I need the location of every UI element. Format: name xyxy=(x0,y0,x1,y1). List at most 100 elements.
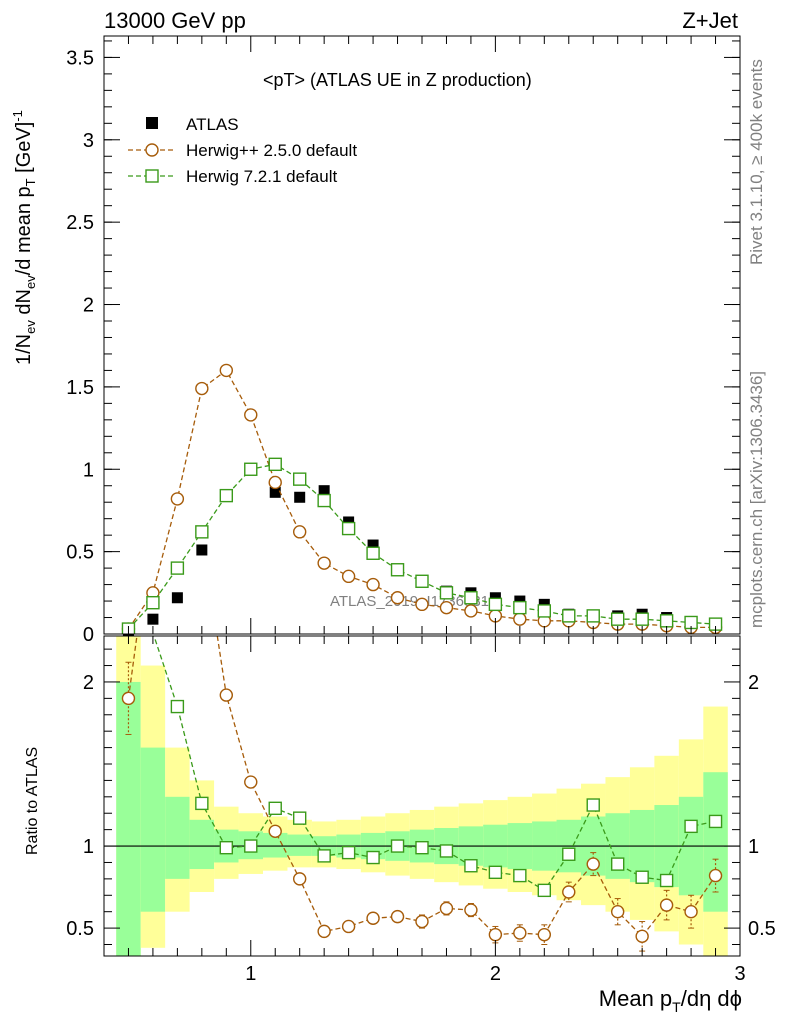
ratio-herwigpp-point xyxy=(708,868,723,883)
ratio-herwigpp-point xyxy=(390,909,405,924)
x-axis-label: Mean pT/dη dϕ xyxy=(599,986,742,1015)
main-herwig7-point xyxy=(292,472,307,486)
header-left: 13000 GeV pp xyxy=(104,8,246,33)
ratio-band-inner xyxy=(165,796,190,879)
ratio-herwig7-point xyxy=(415,840,429,855)
ratio-band-inner xyxy=(703,772,728,912)
ratio-herwig7-point xyxy=(268,801,282,816)
ratio-herwig7-point xyxy=(439,844,454,858)
ratio-y-tick-label-right: 0.5 xyxy=(748,918,776,940)
main-herwig7-point xyxy=(464,591,478,605)
ratio-herwig7-point xyxy=(317,849,331,863)
ratio-y-tick-label-right: 1 xyxy=(748,836,759,858)
atlas-data-point xyxy=(269,486,281,498)
ratio-panel-frame: 0.5 0.5 1 1 2 2 1 2 3 xyxy=(66,635,776,985)
atlas-data-point xyxy=(196,544,208,556)
legend-herwigpp-label: Herwig++ 2.5.0 default xyxy=(186,141,357,160)
atlas-data-point xyxy=(171,592,183,604)
ratio-herwigpp-point xyxy=(464,903,478,917)
main-herwigpp-point xyxy=(268,475,282,490)
main-herwig7-point xyxy=(146,595,160,610)
main-herwig7-point xyxy=(513,600,527,615)
rivet-version-label: Rivet 3.1.10, ≥ 400k events xyxy=(747,59,766,265)
main-herwigpp-point xyxy=(439,600,454,615)
ratio-herwigpp-point xyxy=(366,911,380,925)
main-herwig7-point xyxy=(170,561,185,575)
header-right: Z+Jet xyxy=(682,8,738,33)
atlas-data-point xyxy=(147,613,159,625)
main-herwig7-series-group xyxy=(121,457,723,634)
ratio-herwig7-point xyxy=(341,845,356,860)
main-herwig7-point xyxy=(610,612,625,626)
ratio-herwig7-point xyxy=(586,798,600,812)
ratio-herwigpp-point xyxy=(121,691,136,706)
legend-herwigpp-marker xyxy=(145,143,159,157)
main-herwig7-point xyxy=(244,462,258,476)
main-herwig7-point xyxy=(635,612,649,626)
main-herwigpp-point xyxy=(219,363,234,378)
main-y-tick-label: 2.5 xyxy=(66,212,94,234)
main-herwigpp-point xyxy=(170,492,185,506)
ratio-herwigpp-point xyxy=(415,914,429,929)
legend-herwig7-label: Herwig 7.2.1 default xyxy=(186,167,337,186)
ratio-herwigpp-point xyxy=(439,901,454,916)
atlas-data-point xyxy=(367,539,379,551)
main-herwigpp-line xyxy=(127,369,716,630)
main-herwigpp-point xyxy=(390,591,405,605)
ratio-herwig7-point xyxy=(659,873,674,888)
main-herwig7-point xyxy=(268,457,282,472)
ratio-panel-marks xyxy=(121,636,723,952)
ratio-band-inner xyxy=(140,747,166,912)
ratio-herwig7-point xyxy=(366,850,380,865)
main-y-tick-label: 0.5 xyxy=(66,542,94,564)
main-y-tick-label: 1.5 xyxy=(66,377,94,399)
chart-title: <pT> (ATLAS UE in Z production) xyxy=(263,70,532,90)
ratio-herwigpp-point xyxy=(317,924,331,939)
ratio-herwig7-point xyxy=(684,819,698,834)
atlas-data-point xyxy=(318,485,330,497)
ratio-y-tick-label-left: 1 xyxy=(83,836,94,858)
ratio-herwigpp-point xyxy=(537,927,552,942)
ratio-y-tick-label-left: 2 xyxy=(83,672,94,694)
ratio-herwig7-point xyxy=(464,859,478,873)
ratio-herwig7-point xyxy=(488,865,503,880)
main-herwig7-point xyxy=(659,614,674,628)
main-herwig7-point xyxy=(439,586,454,600)
ratio-herwig7-point xyxy=(195,796,209,811)
main-herwigpp-point xyxy=(341,569,356,584)
ratio-herwig7-point xyxy=(635,870,649,884)
ratio-herwigpp-point xyxy=(562,885,576,899)
legend: ATLAS Herwig++ 2.5.0 default Herwig 7.2.… xyxy=(128,115,357,186)
mcplots-label: mcplots.cern.ch [arXiv:1306.3436] xyxy=(747,371,766,628)
main-y-tick-label: 2 xyxy=(83,295,94,317)
ratio-herwigpp-point xyxy=(488,927,503,942)
legend-herwig7-marker xyxy=(145,169,159,183)
ratio-herwig7-point xyxy=(244,839,258,853)
main-herwig7-point xyxy=(341,521,356,536)
ratio-herwigpp-point xyxy=(292,872,307,886)
ratio-herwig7-point xyxy=(513,868,527,883)
ratio-herwig7-point xyxy=(292,811,307,825)
main-herwig7-point xyxy=(317,493,331,508)
main-herwig7-point xyxy=(219,488,234,503)
x-tick-label: 1 xyxy=(245,963,256,985)
ratio-herwig7-point xyxy=(390,839,405,853)
ratio-herwigpp-point xyxy=(341,919,356,934)
ratio-y-axis-label: Ratio to ATLAS xyxy=(24,747,41,855)
ratio-band-inner xyxy=(287,834,312,856)
ratio-y-tick-label-left: 0.5 xyxy=(66,918,94,940)
main-herwig7-point xyxy=(195,525,209,539)
main-herwig7-point xyxy=(488,597,503,612)
main-herwigpp-point xyxy=(366,577,380,592)
main-herwig7-point xyxy=(390,563,405,577)
ratio-herwigpp-point xyxy=(244,775,258,789)
main-herwig7-point xyxy=(415,574,429,588)
main-herwigpp-point xyxy=(317,556,331,570)
legend-atlas-label: ATLAS xyxy=(186,115,239,134)
ratio-herwig7-point xyxy=(537,883,552,898)
main-y-tick-label: 3.5 xyxy=(66,47,94,69)
ratio-herwigpp-point xyxy=(635,929,649,944)
main-herwigpp-point xyxy=(513,612,527,626)
ratio-band-inner xyxy=(189,819,215,870)
main-herwigpp-point xyxy=(244,408,258,422)
